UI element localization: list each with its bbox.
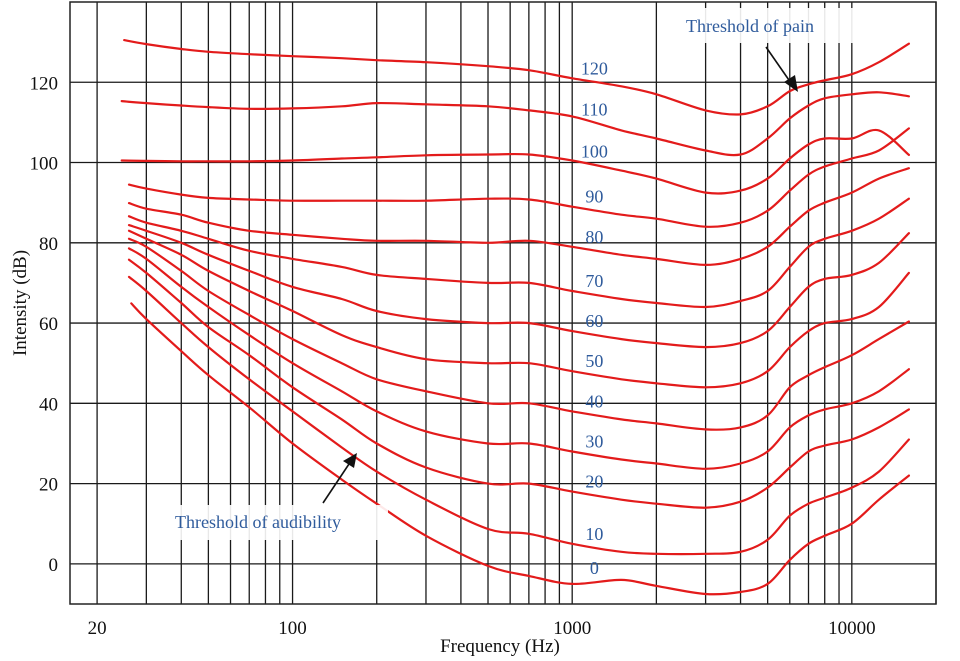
phon-label-90: 90 (585, 187, 603, 207)
x-axis-title: Frequency (Hz) (440, 636, 560, 657)
vertical-gridlines (96, 2, 937, 604)
y-tick-labels: 0 20 40 60 80 100 120 (30, 73, 59, 576)
x-tick-label: 20 (88, 618, 107, 639)
loudness-curve-10 (127, 275, 910, 556)
equal-loudness-curves (120, 39, 910, 596)
loudness-curve-30 (127, 247, 910, 470)
y-axis-title: Intensity (dB) (10, 250, 31, 356)
phon-label-0: 0 (590, 558, 599, 578)
loudness-curve-90 (127, 127, 910, 228)
audibility-arrowhead (343, 453, 357, 468)
phon-label-100: 100 (581, 142, 608, 162)
loudness-curve-0 (130, 302, 910, 596)
loudness-curve-50 (127, 229, 910, 389)
phon-labels: 0 10 20 30 40 50 60 70 80 90 100 110 120 (581, 58, 608, 578)
phon-label-120: 120 (581, 58, 608, 78)
threshold-of-pain-annotation: Threshold of pain (663, 8, 861, 92)
loudness-curve-20 (127, 258, 910, 509)
phon-label-20: 20 (585, 472, 603, 492)
y-tick-label: 40 (39, 394, 58, 415)
y-tick-label: 0 (49, 555, 59, 576)
phon-label-10: 10 (585, 524, 603, 544)
phon-label-110: 110 (581, 99, 607, 119)
y-tick-label: 20 (39, 475, 58, 496)
pain-arrowhead (784, 75, 798, 92)
audibility-label-backdrop (150, 505, 388, 540)
loudness-curve-100 (120, 128, 910, 195)
phon-label-30: 30 (585, 432, 603, 452)
loudness-curve-40 (127, 237, 910, 431)
audibility-arrow-line (322, 463, 350, 504)
phon-label-70: 70 (585, 271, 603, 291)
pain-label-backdrop (663, 8, 861, 43)
x-tick-labels: 20 100 1000 10000 (88, 618, 876, 639)
y-tick-label: 60 (39, 314, 58, 335)
loudness-curve-120 (123, 39, 910, 116)
loudness-curve-80 (127, 167, 910, 266)
loudness-curve-60 (127, 224, 910, 349)
phon-label-80: 80 (585, 227, 603, 247)
phon-label-40: 40 (585, 391, 603, 411)
y-tick-label: 80 (39, 234, 58, 255)
audibility-label: Threshold of audibility (175, 512, 341, 532)
x-tick-label: 10000 (828, 618, 876, 639)
pain-label: Threshold of pain (686, 16, 814, 36)
threshold-of-audibility-annotation: Threshold of audibility (150, 453, 388, 540)
loudness-curve-70 (127, 197, 910, 309)
y-tick-label: 100 (30, 154, 59, 175)
loudness-curve-110 (120, 91, 910, 157)
plot-frame (69, 1, 937, 605)
x-tick-label: 1000 (553, 618, 591, 639)
y-tick-label: 120 (30, 73, 59, 94)
x-tick-label: 100 (278, 618, 307, 639)
phon-label-60: 60 (585, 311, 603, 331)
phon-label-50: 50 (585, 351, 603, 371)
pain-arrow-line (765, 46, 792, 84)
